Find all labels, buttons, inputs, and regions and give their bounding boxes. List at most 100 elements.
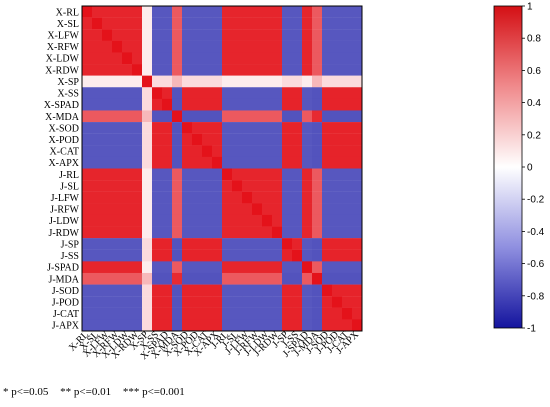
heatmap-cell xyxy=(182,319,193,332)
heatmap-cell xyxy=(82,214,93,227)
heatmap-cell xyxy=(312,249,323,262)
heatmap-cell xyxy=(282,6,293,18)
heatmap-cell xyxy=(322,52,333,65)
heatmap-cell xyxy=(132,40,143,53)
heatmap-cell xyxy=(102,249,113,262)
y-tick-label: J-SP xyxy=(61,239,80,250)
heatmap-cell xyxy=(292,249,303,262)
heatmap-cell xyxy=(332,296,343,308)
heatmap-cell xyxy=(352,226,363,239)
heatmap-cell xyxy=(202,272,213,285)
heatmap-cell xyxy=(142,272,153,285)
heatmap-cell xyxy=(112,249,123,262)
heatmap-cell xyxy=(302,203,313,216)
heatmap-cell xyxy=(322,238,333,250)
heatmap-cell xyxy=(302,40,313,53)
heatmap-cell xyxy=(92,75,103,88)
heatmap-cell xyxy=(142,307,153,320)
heatmap-cell xyxy=(142,226,153,239)
heatmap-cell xyxy=(202,64,213,76)
heatmap-cell xyxy=(332,17,343,30)
heatmap-cell xyxy=(152,156,163,169)
heatmap-cell xyxy=(252,168,263,181)
heatmap-cell xyxy=(192,17,203,30)
heatmap-cell xyxy=(322,214,333,227)
y-tick-label: X-RDW xyxy=(45,65,79,76)
heatmap-cell xyxy=(242,180,253,192)
heatmap-cell xyxy=(92,6,103,18)
heatmap-cell xyxy=(322,284,333,297)
heatmap-cell xyxy=(122,156,133,169)
heatmap-cell xyxy=(212,98,223,111)
heatmap-cell xyxy=(262,214,273,227)
heatmap-cell xyxy=(192,307,203,320)
heatmap-cell xyxy=(182,6,193,18)
y-tick-label: X-RL xyxy=(56,7,79,18)
heatmap-cell xyxy=(182,87,193,100)
heatmap-cell xyxy=(352,319,363,332)
heatmap-cell xyxy=(232,29,243,41)
heatmap-cell xyxy=(332,6,343,18)
heatmap-cell xyxy=(312,191,323,204)
heatmap-cell xyxy=(102,75,113,88)
heatmap-cell xyxy=(132,238,143,250)
heatmap-cell xyxy=(202,214,213,227)
heatmap-cell xyxy=(112,145,123,158)
heatmap-cell xyxy=(142,6,153,18)
heatmap-cell xyxy=(132,156,143,169)
heatmap-cell xyxy=(192,122,203,134)
heatmap-cell xyxy=(212,156,223,169)
heatmap-cell xyxy=(212,122,223,134)
heatmap-cell xyxy=(142,261,153,274)
heatmap-cell xyxy=(172,307,183,320)
heatmap-cell xyxy=(302,261,313,274)
heatmap-cell xyxy=(222,40,233,53)
y-tick-label: X-APX xyxy=(48,158,79,169)
heatmap-cell xyxy=(232,168,243,181)
heatmap-cell xyxy=(112,203,123,216)
heatmap-cell xyxy=(262,191,273,204)
heatmap-cell xyxy=(162,284,173,297)
heatmap-cell xyxy=(282,272,293,285)
heatmap-cell xyxy=(102,122,113,134)
heatmap-cell xyxy=(282,64,293,76)
heatmap-cell xyxy=(172,203,183,216)
heatmap-cell xyxy=(292,40,303,53)
heatmap-cell xyxy=(102,87,113,100)
heatmap-cell xyxy=(232,307,243,320)
heatmap-cell xyxy=(252,110,263,123)
heatmap-cell xyxy=(102,238,113,250)
heatmap-cell xyxy=(342,75,353,88)
y-tick-label: J-LFW xyxy=(51,193,80,204)
heatmap-cell xyxy=(192,296,203,308)
heatmap-cell xyxy=(162,110,173,123)
heatmap-border xyxy=(81,5,363,332)
heatmap-cell xyxy=(242,307,253,320)
heatmap-cell xyxy=(282,156,293,169)
heatmap-cell xyxy=(312,307,323,320)
heatmap-cell xyxy=(272,75,283,88)
heatmap-cell xyxy=(232,52,243,65)
heatmap-cell xyxy=(312,284,323,297)
colorbar-tick-label: -0.4 xyxy=(527,227,545,238)
heatmap-cell xyxy=(242,203,253,216)
y-tick-label: J-SOD xyxy=(52,286,79,297)
heatmap-cell xyxy=(252,238,263,250)
heatmap-cell xyxy=(282,29,293,41)
heatmap-cell xyxy=(242,249,253,262)
colorbar-tick-label: -1 xyxy=(527,324,536,335)
heatmap-cell xyxy=(112,296,123,308)
y-tick-label: X-SL xyxy=(57,19,79,30)
heatmap-cell xyxy=(302,180,313,192)
y-tick-label: X-SP xyxy=(57,77,79,88)
heatmap-cell xyxy=(342,156,353,169)
heatmap-cell xyxy=(282,52,293,65)
heatmap-cell xyxy=(202,249,213,262)
heatmap-cell xyxy=(112,98,123,111)
heatmap-cell xyxy=(212,261,223,274)
heatmap-cell xyxy=(132,122,143,134)
heatmap-cell xyxy=(312,40,323,53)
heatmap-cell xyxy=(252,214,263,227)
colorbar-tick-label: 0.8 xyxy=(527,34,541,45)
heatmap-cell xyxy=(172,98,183,111)
